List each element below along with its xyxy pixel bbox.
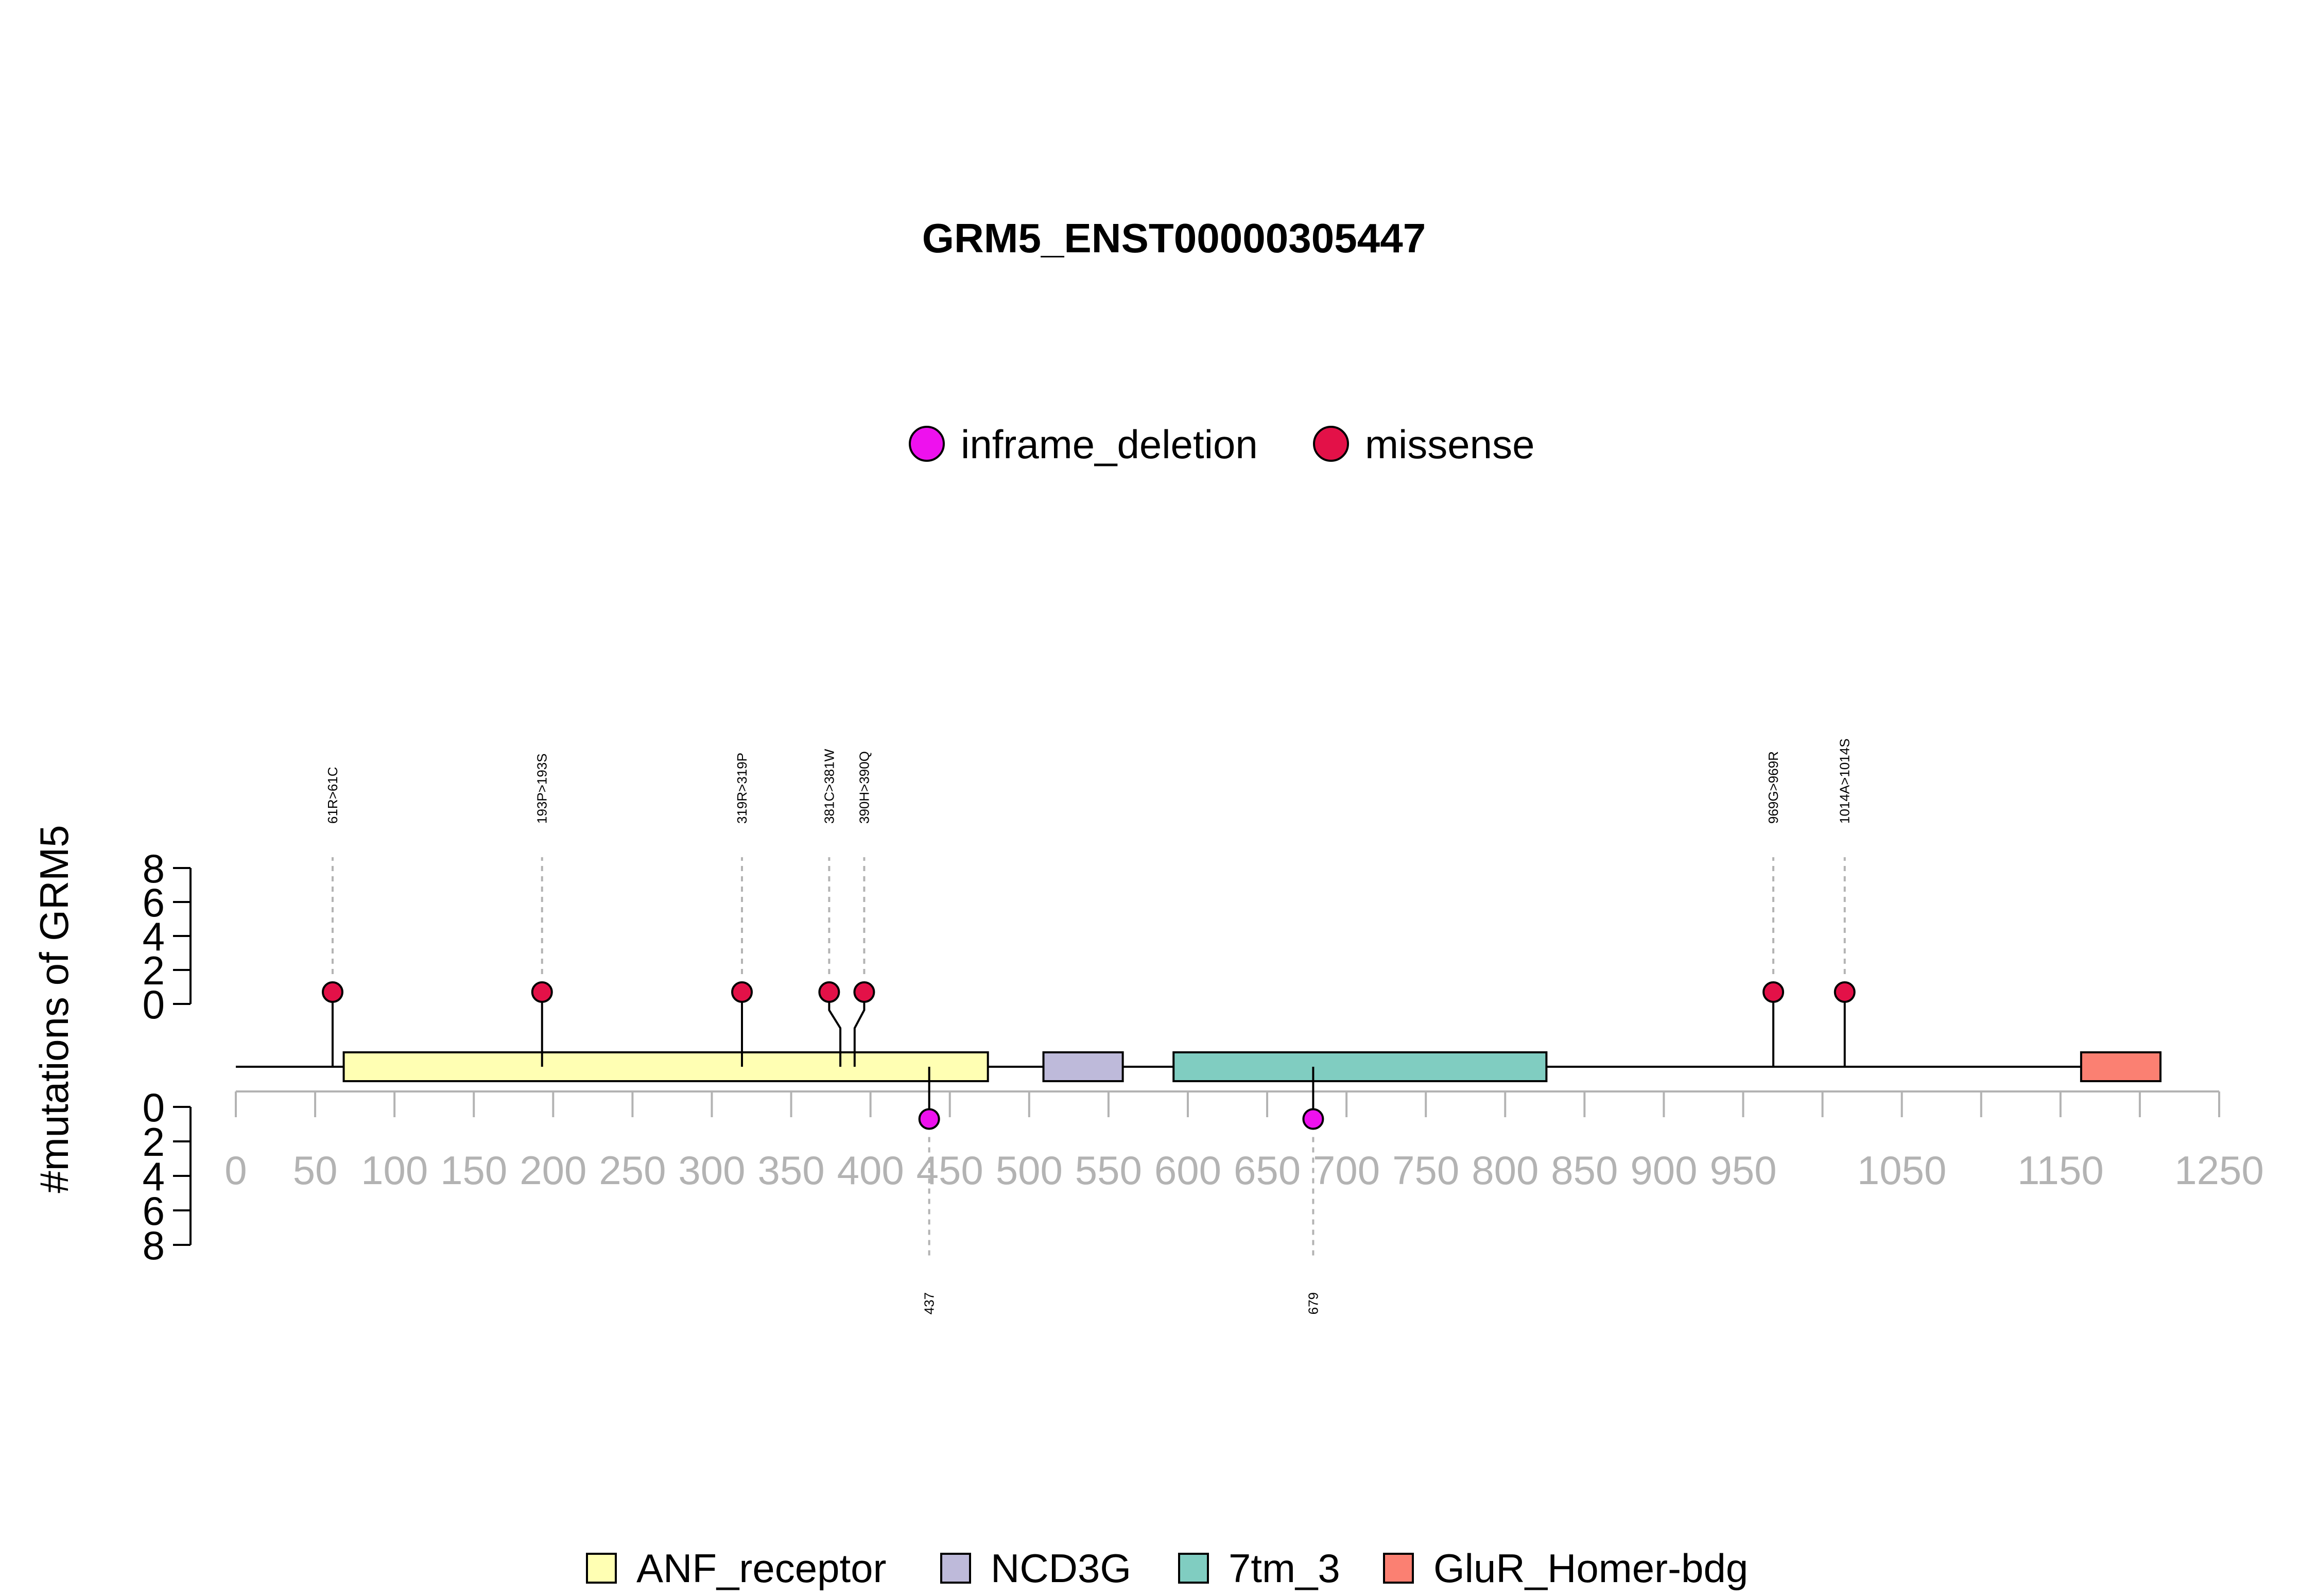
legend-marker-inframe-deletion [910,427,944,461]
domain-legend: ANF_receptor NCD3G 7tm_3 GluR_Homer-bdg [587,1546,1748,1591]
mutation-head [1763,982,1783,1002]
domain-legend-swatch [587,1554,616,1583]
x-tick-label: 0 [224,1148,247,1193]
legend-item-missense: missense [1314,422,1534,467]
x-tick-label: 600 [1154,1148,1221,1193]
y-axis-top-tick-label: 8 [143,846,165,891]
domain-legend-label: GluR_Homer-bdg [1433,1546,1748,1591]
x-tick-label: 350 [757,1148,824,1193]
mutation-head [1835,982,1855,1002]
x-axis: 0 50 100 150 200 250 300 350 400 450 500 550 600 650 7… [224,1091,2263,1193]
x-tick-label: 950 [1709,1148,1776,1193]
mutation-390h-390q: 390H>390Q [854,751,874,1067]
domain-glur-homer-bdg [2081,1052,2160,1081]
x-tick-label: 800 [1472,1148,1538,1193]
mutation-head [323,982,342,1002]
x-tick-label: 400 [837,1148,904,1193]
domain-legend-swatch [1384,1554,1413,1583]
domain-legend-item-anf-receptor: ANF_receptor [587,1546,887,1591]
x-tick-label: 1150 [2017,1148,2104,1193]
x-tick-label: 450 [917,1148,983,1193]
legend-label-inframe-deletion: inframe_deletion [961,422,1258,467]
mutations-top: 61R>61C 193P>193S 319R>319P 381C>381W 390H>3… [323,738,1855,1067]
mutation-319r-319p: 319R>319P [732,753,752,1067]
x-tick-label: 650 [1234,1148,1301,1193]
mutation-head [819,982,839,1002]
mutation-193p-193s: 193P>193S [532,753,552,1067]
legend-label-missense: missense [1365,422,1534,467]
legend-marker-missense [1314,427,1348,461]
x-tick-label: 150 [440,1148,507,1193]
x-tick-label: 750 [1392,1148,1459,1193]
x-tick-label: 500 [996,1148,1063,1193]
mutation-head [532,982,552,1002]
mutation-label: 319R>319P [734,753,750,824]
mutation-label: 437 [922,1292,937,1314]
domain-7tm-3 [1173,1052,1546,1081]
mutation-head [1303,1109,1323,1129]
x-tick-label: 50 [293,1148,338,1193]
x-tick-label: 250 [599,1148,666,1193]
mutation-381c-381w: 381C>381W [819,749,840,1067]
domain-ncd3g [1044,1052,1123,1081]
domain-legend-swatch [941,1554,970,1583]
mutation-label: 61R>61C [325,767,340,824]
x-tick-label: 550 [1075,1148,1142,1193]
mutation-label: 390H>390Q [856,751,872,824]
mutation-61r-61c: 61R>61C [323,767,342,1067]
domain-legend-item-glur-homer-bdg: GluR_Homer-bdg [1384,1546,1748,1591]
mutation-label: 193P>193S [534,753,550,824]
domain-legend-item-ncd3g: NCD3G [941,1546,1131,1591]
x-tick-label: 300 [678,1148,745,1193]
y-axis-label: #mutations of GRM5 [31,825,77,1193]
y-axis-bottom-tick-label: 8 [143,1223,165,1268]
x-tick-label: 700 [1313,1148,1380,1193]
x-tick-label: 100 [361,1148,428,1193]
mutation-label: 969G>969R [1766,751,1781,824]
mutation-head [732,982,752,1002]
mutation-head [854,982,874,1002]
mutation-legend: inframe_deletion missense [910,422,1534,467]
domain-anf-receptor [344,1052,988,1081]
domain-legend-label: ANF_receptor [636,1546,887,1591]
domain-legend-label: 7tm_3 [1229,1546,1340,1591]
domain-legend-label: NCD3G [991,1546,1131,1591]
mutation-969g-969r: 969G>969R [1763,751,1783,1067]
x-tick-label: 1050 [1857,1148,1947,1193]
domain-legend-swatch [1179,1554,1208,1583]
mutation-label: 679 [1305,1292,1321,1314]
x-tick-label: 850 [1551,1148,1618,1193]
mutation-head [920,1109,939,1129]
domain-legend-item-7tm-3: 7tm_3 [1179,1546,1340,1591]
x-tick-label: 900 [1630,1148,1697,1193]
mutation-1014a-1014s: 1014A>1014S [1835,738,1855,1067]
chart-title: GRM5_ENST00000305447 [922,215,1426,261]
x-tick-label: 1250 [2174,1148,2264,1193]
mutation-label: 1014A>1014S [1837,738,1853,824]
legend-item-inframe-deletion: inframe_deletion [910,422,1258,467]
mutation-label: 381C>381W [821,749,837,824]
x-tick-label: 200 [520,1148,586,1193]
